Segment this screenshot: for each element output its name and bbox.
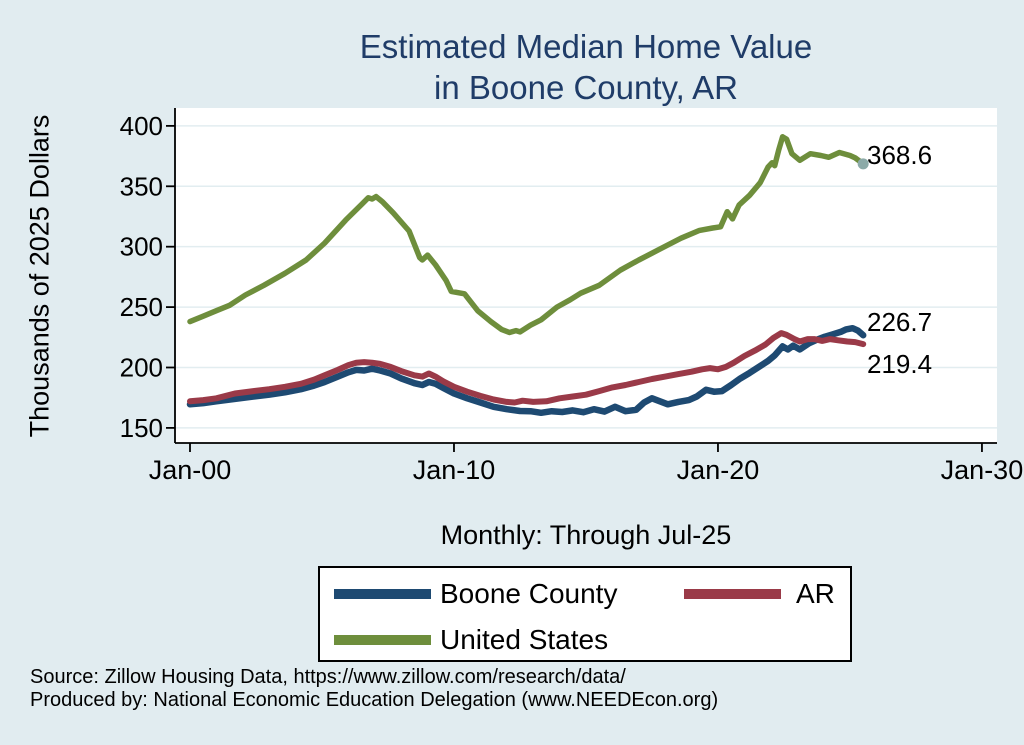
y-tick-label-200: 200: [120, 352, 163, 382]
x-tick-label-Jan-20: Jan-20: [677, 455, 760, 485]
y-axis-title: Thousands of 2025 Dollars: [24, 114, 55, 438]
series-line-united-states: [187, 134, 866, 336]
x-tick-label-Jan-10: Jan-10: [413, 455, 496, 485]
y-tick-label-250: 250: [120, 292, 163, 322]
x-tick-label-Jan-30: Jan-30: [941, 455, 1024, 485]
x-tick-label-Jan-00: Jan-00: [149, 455, 232, 485]
legend-label-united-states: United States: [440, 624, 609, 655]
source-line1: Source: Zillow Housing Data, https://www…: [30, 666, 626, 688]
end-value-ar: 219.4: [867, 349, 933, 379]
source-line2: Produced by: National Economic Education…: [30, 689, 719, 711]
legend-swatch-united-states: [334, 635, 431, 645]
x-axis-title: Monthly: Through Jul-25: [440, 520, 732, 550]
y-tick-label-350: 350: [120, 171, 163, 201]
y-tick-label-300: 300: [120, 232, 163, 262]
chart-title-line1: Estimated Median Home Value: [359, 28, 813, 65]
series-end-dot-united-states: [857, 158, 869, 170]
chart-title-line2: in Boone County, AR: [434, 69, 738, 106]
legend-label-boone-county: Boone County: [440, 578, 618, 609]
legend-label-ar: AR: [796, 578, 835, 609]
legend-swatch-boone-county: [334, 589, 431, 599]
end-value-boone-county: 226.7: [867, 307, 933, 337]
series-line-ar: [187, 330, 867, 406]
legend-swatch-ar: [684, 589, 781, 599]
end-value-united-states: 368.6: [867, 140, 933, 170]
series-line-boone-county: [186, 324, 867, 417]
chart-title: Estimated Median Home Value in Boone Cou…: [175, 26, 997, 108]
legend: Boone County AR United States: [318, 566, 852, 662]
y-tick-label-150: 150: [120, 413, 163, 443]
y-tick-label-400: 400: [120, 111, 163, 141]
source-note: Source: Zillow Housing Data, https://www…: [30, 666, 718, 712]
